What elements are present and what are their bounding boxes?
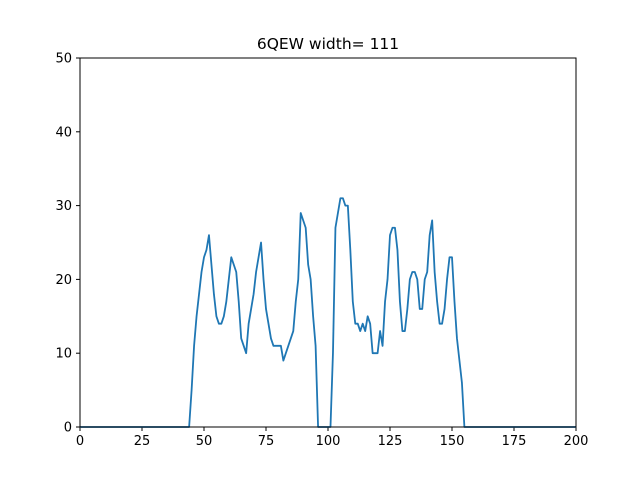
- y-tick-label: 20: [55, 273, 72, 288]
- x-tick-label: 125: [378, 434, 403, 449]
- x-tick-label: 75: [258, 434, 275, 449]
- chart-title: 6QEW width= 111: [257, 35, 399, 53]
- x-tick-label: 50: [196, 434, 213, 449]
- x-tick-label: 100: [316, 434, 341, 449]
- y-tick-label: 40: [55, 125, 72, 140]
- x-tick-label: 200: [564, 434, 589, 449]
- plot-frame: [79, 57, 577, 428]
- x-tick-label: 0: [76, 434, 84, 449]
- x-tick-label: 175: [502, 434, 527, 449]
- axis-ticks: 0 25 50 75 100 125 150 175 200 0 10 20 30 40 50: [55, 52, 588, 450]
- x-tick-label: 25: [134, 434, 151, 449]
- y-tick-label: 30: [55, 199, 72, 214]
- y-tick-label: 50: [55, 52, 72, 67]
- x-tick-label: 150: [440, 434, 465, 449]
- y-tick-label: 10: [55, 347, 72, 362]
- y-tick-label: 0: [64, 421, 72, 436]
